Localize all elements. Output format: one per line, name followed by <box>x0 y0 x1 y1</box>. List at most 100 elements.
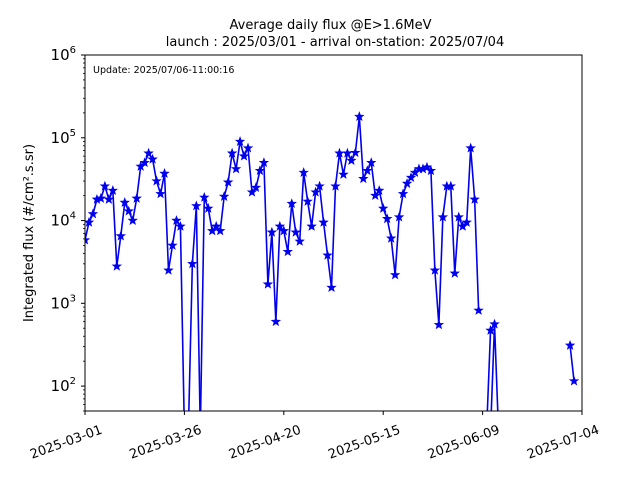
data-point-marker <box>222 176 234 187</box>
data-point-marker <box>143 147 154 158</box>
series-drop-line <box>195 205 201 411</box>
data-point-marker <box>246 186 258 197</box>
data-point-marker <box>191 200 202 211</box>
data-point-marker <box>151 175 162 186</box>
data-point-marker <box>564 339 576 350</box>
data-point-marker <box>258 157 270 168</box>
data-point-marker <box>226 147 238 158</box>
data-point-marker <box>123 205 134 216</box>
data-point-marker <box>568 375 580 386</box>
data-point-marker <box>302 196 313 206</box>
data-point-marker <box>393 211 405 222</box>
data-point-marker <box>115 230 126 241</box>
series-line <box>191 205 198 264</box>
y-tick-base: 10 <box>51 46 70 64</box>
y-tick-exponent: 3 <box>70 293 76 304</box>
y-tick-exponent: 5 <box>70 128 76 139</box>
update-annotation: Update: 2025/07/06-11:00:16 <box>93 65 234 76</box>
chart-title-line2: launch : 2025/03/01 - arrival on-station… <box>166 35 504 50</box>
data-point-marker <box>385 232 397 243</box>
chart-title-line1: Average daily flux @E>1.6MeV <box>230 18 432 33</box>
data-point-marker <box>370 190 381 201</box>
series-line <box>203 115 480 326</box>
y-tick-label: 106 <box>51 45 76 64</box>
data-point-marker <box>330 180 341 191</box>
data-point-marker <box>270 316 282 327</box>
series-drop-line <box>179 226 185 411</box>
y-tick-label: 104 <box>51 211 76 230</box>
data-point-marker <box>397 188 409 199</box>
data-point-marker <box>358 173 369 184</box>
data-point-marker <box>433 319 445 330</box>
data-point-marker <box>378 202 389 213</box>
data-point-marker <box>111 260 122 271</box>
data-point-marker <box>326 282 337 292</box>
data-point-marker <box>290 226 301 237</box>
data-point-marker <box>485 324 496 335</box>
y-axis-label-text: Integrated flux (#/cm².s.sr) <box>22 144 37 322</box>
y-tick-exponent: 6 <box>70 45 76 56</box>
data-point-marker <box>250 182 262 193</box>
y-tick-exponent: 2 <box>70 376 76 387</box>
plot-area: Update: 2025/07/06-11:00:16 <box>84 54 583 412</box>
data-point-marker <box>266 226 278 237</box>
data-point-marker <box>159 168 170 178</box>
data-point-marker <box>374 185 385 196</box>
data-point-marker <box>254 165 266 176</box>
data-point-marker <box>95 192 107 203</box>
y-tick-exponent: 4 <box>70 211 76 222</box>
y-tick-base: 10 <box>51 377 70 395</box>
y-tick-label: 102 <box>51 376 76 395</box>
data-point-marker <box>103 193 115 204</box>
data-point-marker <box>322 249 333 260</box>
data-point-marker <box>346 155 357 166</box>
data-point-marker <box>175 220 186 231</box>
data-point-marker <box>306 220 317 231</box>
data-point-marker <box>119 197 130 207</box>
data-point-marker <box>338 169 349 179</box>
data-point-marker <box>354 111 365 122</box>
data-point-marker <box>147 153 158 164</box>
data-point-marker <box>139 157 150 168</box>
data-point-marker <box>203 202 214 213</box>
data-point-marker <box>155 188 166 199</box>
series-drop-line <box>486 330 492 411</box>
y-tick-label: 103 <box>51 293 76 312</box>
data-point-marker <box>99 180 111 191</box>
data-point-marker <box>461 216 472 227</box>
y-tick-base: 10 <box>51 212 70 230</box>
data-point-marker <box>366 157 377 168</box>
data-point-marker <box>262 278 274 289</box>
y-tick-base: 10 <box>51 129 70 147</box>
data-point-marker <box>85 234 91 245</box>
data-point-marker <box>389 269 401 280</box>
data-point-marker <box>489 318 500 329</box>
data-point-marker <box>107 185 119 196</box>
data-point-marker <box>362 165 373 176</box>
data-point-marker <box>294 235 305 246</box>
series-drop-line <box>199 197 206 411</box>
series-line <box>569 345 575 382</box>
series-drop-line <box>493 324 499 411</box>
data-point-marker <box>350 147 361 158</box>
data-point-marker <box>405 172 417 183</box>
y-tick-label: 105 <box>51 128 76 147</box>
data-point-marker <box>381 213 393 224</box>
data-point-marker <box>278 225 289 236</box>
data-point-marker <box>425 165 437 176</box>
data-point-marker <box>238 150 250 161</box>
data-point-marker <box>437 211 449 222</box>
data-point-marker <box>230 163 242 174</box>
y-tick-base: 10 <box>51 294 70 312</box>
data-point-marker <box>401 178 413 188</box>
data-point-marker <box>314 180 325 191</box>
data-point-marker <box>234 136 246 146</box>
series-group <box>85 111 580 411</box>
data-point-marker <box>242 142 254 153</box>
data-point-marker <box>171 215 182 225</box>
data-point-marker <box>286 198 297 209</box>
data-point-marker <box>211 220 222 231</box>
